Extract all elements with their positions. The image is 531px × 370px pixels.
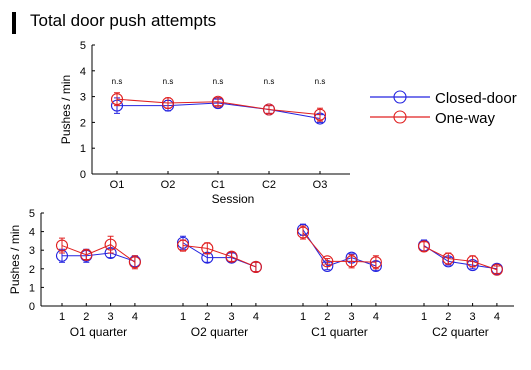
bottom-y-tick-label: 4 (29, 227, 35, 239)
legend-marker (393, 90, 407, 104)
top-y-tick-label: 0 (80, 169, 86, 181)
ns-annotation: n.s (264, 77, 275, 86)
bottom-series-line-one-way (423, 246, 498, 271)
bottom-x-tick-label: 2 (83, 311, 89, 323)
bottom-one-way-point (55, 239, 69, 252)
bottom-one-way-point (176, 239, 190, 252)
group-label: O2 quarter (191, 325, 248, 339)
ns-annotation: n.s (213, 77, 224, 86)
bottom-y-tick-label: 2 (29, 264, 35, 276)
bottom-x-tick-label: 2 (445, 311, 451, 323)
legend-marker (393, 110, 407, 124)
group-label: O1 quarter (70, 325, 127, 339)
bottom-one-way-point (104, 238, 117, 251)
bottom-series-line-closed-door (302, 229, 377, 267)
bottom-x-tick-label: 1 (300, 311, 306, 323)
bottom-one-way-point (369, 256, 382, 269)
bottom-one-way-point (249, 260, 262, 273)
bottom-series-line-one-way (61, 244, 136, 263)
top-y-tick-label: 5 (80, 40, 86, 52)
bottom-y-tick-label: 0 (29, 301, 35, 313)
top-x-axis-label: Session (212, 192, 255, 206)
bottom-one-way-point (201, 242, 214, 255)
bottom-series-line-closed-door (62, 252, 136, 262)
bottom-y-axis-label: Pushes / min (8, 225, 22, 294)
bottom-y-tick-label: 5 (29, 208, 35, 220)
bottom-x-tick-label: 4 (253, 311, 259, 323)
top-one-way-point (211, 95, 225, 108)
bottom-series-line-closed-door (423, 245, 497, 270)
bottom-x-tick-label: 1 (421, 311, 427, 323)
group-label: C1 quarter (311, 325, 368, 339)
top-one-way-point (161, 97, 175, 110)
bottom-y-tick-label: 3 (29, 245, 35, 257)
bottom-x-tick-label: 4 (373, 311, 379, 323)
bottom-one-way-point (466, 255, 479, 268)
title-marker (12, 12, 16, 34)
bottom-one-way-point (442, 252, 455, 265)
bottom-one-way-point (417, 240, 431, 253)
bottom-one-way-point (321, 255, 334, 268)
bottom-x-tick-label: 4 (494, 311, 500, 323)
bottom-one-way-point (490, 263, 503, 276)
bottom-one-way-point (80, 248, 93, 261)
top-x-tick-label: O2 (161, 179, 176, 191)
top-x-tick-label: C1 (211, 179, 225, 191)
figure-title: Total door push attempts (30, 11, 217, 30)
bottom-series-line-one-way (302, 232, 376, 263)
bottom-x-tick-label: 3 (229, 311, 235, 323)
legend-label: One-way (435, 110, 496, 127)
bottom-one-way-point (345, 255, 358, 268)
bottom-x-tick-label: 2 (204, 311, 210, 323)
top-y-tick-label: 2 (80, 117, 86, 129)
top-x-tick-label: C2 (262, 179, 276, 191)
top-x-tick-label: O1 (110, 179, 125, 191)
bottom-y-tick-label: 1 (29, 282, 35, 294)
bottom-one-way-point (296, 226, 310, 239)
top-one-way-point (262, 103, 276, 116)
ns-annotation: n.s (163, 77, 174, 86)
top-y-tick-label: 1 (80, 143, 86, 155)
bottom-x-tick-label: 3 (349, 311, 355, 323)
bottom-x-tick-label: 4 (132, 311, 138, 323)
bottom-x-tick-label: 2 (324, 311, 330, 323)
top-y-axis-label: Pushes / min (59, 75, 73, 144)
top-y-tick-label: 3 (80, 92, 86, 104)
group-label: C2 quarter (432, 325, 489, 339)
top-y-tick-label: 4 (80, 66, 86, 78)
ns-annotation: n.s (315, 77, 326, 86)
bottom-x-tick-label: 1 (180, 311, 186, 323)
bottom-one-way-point (225, 250, 238, 263)
bottom-x-tick-label: 1 (59, 311, 65, 323)
top-one-way-point (313, 108, 327, 121)
bottom-series-line-one-way (182, 245, 257, 268)
ns-annotation: n.s (112, 77, 123, 86)
bottom-x-tick-label: 3 (470, 311, 476, 323)
top-x-tick-label: O3 (313, 179, 328, 191)
bottom-x-tick-label: 3 (108, 311, 114, 323)
top-one-way-point (110, 93, 124, 106)
legend-label: Closed-door (435, 90, 517, 107)
bottom-one-way-point (128, 256, 141, 269)
